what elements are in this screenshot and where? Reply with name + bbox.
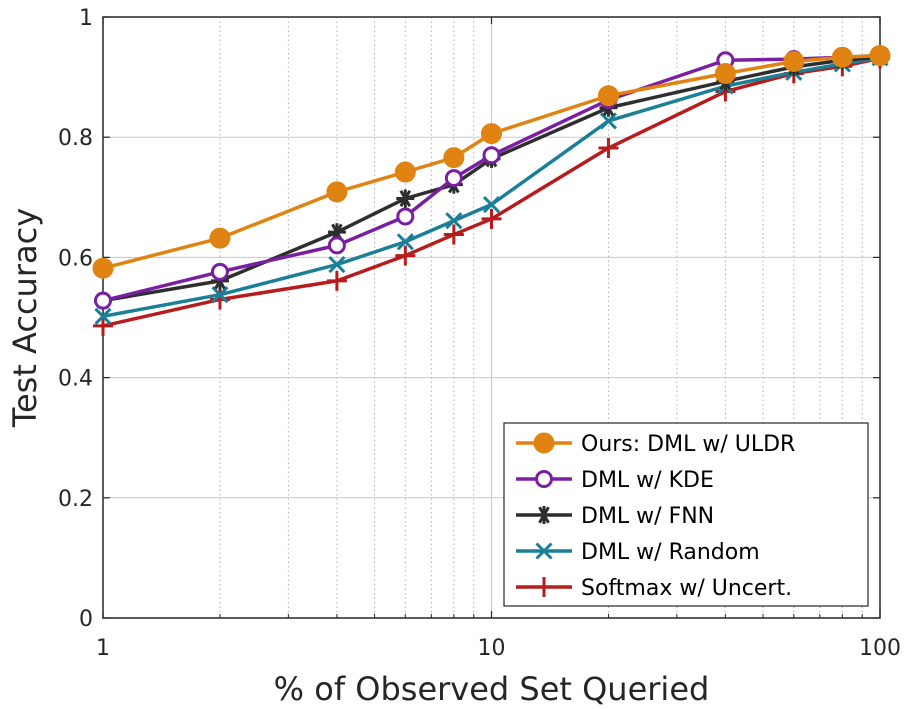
legend-label: DML w/ FNN	[581, 504, 714, 529]
legend-item: Ours: DML w/ ULDR	[516, 432, 795, 457]
x-tick-label: 100	[859, 636, 901, 661]
data-point	[93, 315, 113, 336]
data-point	[396, 233, 414, 251]
legend-item: DML w/ KDE	[516, 468, 714, 493]
y-tick-label: 0.2	[58, 487, 93, 512]
data-point	[210, 262, 229, 281]
series-layer	[92, 44, 891, 336]
y-tick-label: 0.8	[58, 126, 93, 151]
data-point	[327, 236, 346, 255]
data-point	[481, 208, 502, 229]
data-point	[394, 161, 416, 183]
data-point	[482, 146, 501, 165]
y-axis-title: Test Accuracy	[6, 208, 44, 428]
legend: Ours: DML w/ ULDR DML w/ KDE DML w/ FNN DML…	[503, 422, 869, 607]
data-point	[94, 291, 112, 310]
legend-label: Ours: DML w/ ULDR	[581, 432, 795, 457]
data-point	[443, 224, 464, 245]
series-0	[92, 44, 891, 279]
data-point	[482, 195, 501, 214]
legend-marker	[535, 470, 553, 488]
legend-label: DML w/ KDE	[581, 468, 714, 493]
data-point	[211, 286, 229, 304]
x-axis-title: % of Observed Set Queried	[274, 670, 710, 708]
data-point	[831, 46, 853, 68]
data-point	[783, 50, 805, 72]
data-point	[714, 62, 736, 84]
data-point	[599, 112, 618, 130]
data-point	[444, 169, 463, 188]
legend-marker	[533, 432, 555, 454]
data-point	[326, 270, 347, 291]
data-point	[396, 189, 415, 208]
legend-item: DML w/ Random	[516, 540, 760, 565]
data-point	[94, 307, 112, 325]
x-tick-label: 1	[96, 636, 110, 661]
data-point	[326, 181, 348, 203]
data-point	[92, 257, 114, 279]
y-tick-label: 1	[79, 6, 93, 31]
legend-label: DML w/ Random	[581, 540, 760, 565]
data-point	[445, 212, 463, 230]
data-point	[395, 245, 416, 266]
axis-ticks: 0 0.2 0.4 0.6 0.8 1 1 10 100	[58, 6, 901, 661]
legend-marker	[535, 506, 553, 524]
y-tick-label: 0.4	[58, 367, 93, 392]
data-point	[328, 256, 346, 274]
data-point	[598, 138, 619, 159]
data-point	[869, 44, 891, 66]
legend-label: Softmax w/ Uncert.	[581, 576, 792, 601]
legend-marker	[534, 577, 554, 597]
legend-item: DML w/ FNN	[516, 504, 714, 529]
legend-marker	[535, 542, 553, 560]
data-point	[597, 85, 619, 107]
y-tick-label: 0	[79, 607, 93, 632]
data-point	[481, 123, 502, 145]
data-point	[396, 207, 415, 226]
x-tick-label: 10	[478, 636, 506, 661]
legend-item: Softmax w/ Uncert.	[516, 576, 792, 601]
data-point	[209, 227, 231, 249]
data-point	[443, 147, 465, 169]
y-tick-label: 0.6	[58, 246, 93, 271]
